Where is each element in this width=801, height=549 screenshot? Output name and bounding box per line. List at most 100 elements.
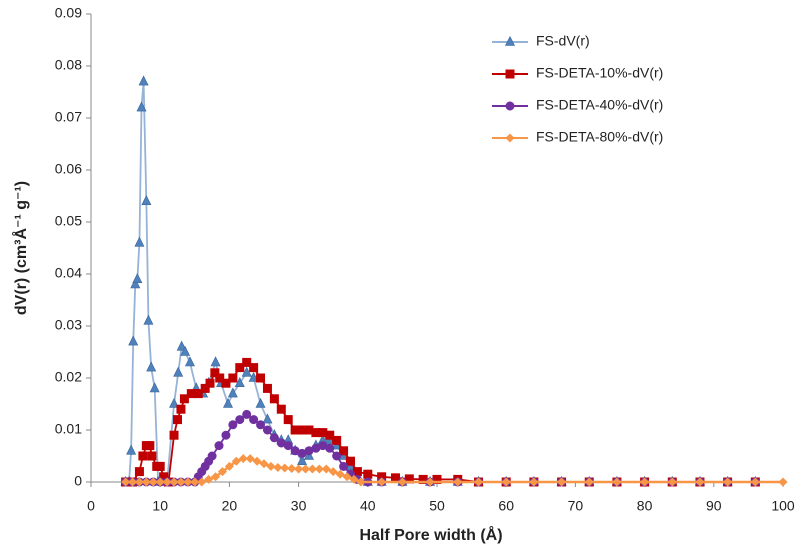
marker xyxy=(283,415,293,425)
marker xyxy=(128,477,138,487)
x-tick-label: 90 xyxy=(706,498,722,514)
marker xyxy=(231,456,241,466)
marker xyxy=(224,461,234,471)
marker xyxy=(143,314,154,325)
marker xyxy=(146,361,157,372)
marker xyxy=(242,409,252,419)
marker xyxy=(221,378,231,388)
marker xyxy=(241,366,252,377)
marker xyxy=(332,435,342,445)
marker xyxy=(339,446,349,456)
marker xyxy=(145,441,155,451)
x-tick-label: 80 xyxy=(637,498,653,514)
marker xyxy=(210,356,221,367)
marker xyxy=(136,101,147,112)
marker xyxy=(612,477,622,487)
marker xyxy=(180,345,191,356)
marker xyxy=(227,387,238,398)
marker xyxy=(210,368,220,378)
marker xyxy=(176,340,187,351)
marker xyxy=(276,438,286,448)
marker xyxy=(311,428,321,438)
marker xyxy=(235,415,245,425)
marker xyxy=(304,446,314,456)
marker xyxy=(169,397,180,408)
marker xyxy=(335,469,345,479)
marker xyxy=(173,366,184,377)
marker xyxy=(297,425,307,435)
marker xyxy=(217,467,227,477)
marker xyxy=(453,477,463,487)
marker xyxy=(342,472,352,482)
x-tick-label: 20 xyxy=(222,498,238,514)
marker xyxy=(332,451,342,461)
marker xyxy=(228,373,238,383)
marker xyxy=(193,389,203,399)
marker xyxy=(283,441,293,451)
x-tick-label: 10 xyxy=(152,498,168,514)
marker xyxy=(238,454,248,464)
marker xyxy=(186,389,196,399)
marker xyxy=(252,456,262,466)
marker xyxy=(314,464,324,474)
marker xyxy=(723,477,733,487)
marker xyxy=(356,477,366,487)
marker xyxy=(640,477,650,487)
marker xyxy=(501,477,511,487)
marker xyxy=(204,474,214,484)
marker xyxy=(173,415,182,425)
x-tick-label: 100 xyxy=(771,498,795,514)
legend-marker xyxy=(505,101,515,111)
marker xyxy=(311,443,321,453)
marker xyxy=(377,472,387,482)
marker xyxy=(256,420,266,430)
marker xyxy=(197,477,207,487)
marker xyxy=(130,278,141,289)
x-tick-label: 30 xyxy=(291,498,307,514)
marker xyxy=(318,428,328,438)
marker xyxy=(176,477,186,487)
marker xyxy=(346,456,355,466)
marker xyxy=(404,474,414,484)
marker xyxy=(148,477,158,487)
marker xyxy=(667,477,677,487)
marker xyxy=(184,356,195,367)
marker xyxy=(149,382,160,393)
x-axis-label: Half Pore width (Å) xyxy=(359,525,502,544)
marker xyxy=(207,451,217,461)
marker xyxy=(269,394,279,404)
marker xyxy=(262,413,273,424)
marker xyxy=(138,75,149,86)
marker xyxy=(159,472,169,482)
legend-marker xyxy=(505,69,515,79)
marker xyxy=(134,477,144,487)
marker xyxy=(179,394,189,404)
marker xyxy=(294,464,304,474)
marker xyxy=(259,459,269,469)
marker xyxy=(304,425,314,435)
y-tick-label: 0.05 xyxy=(55,213,82,229)
y-tick-label: 0.04 xyxy=(55,265,82,281)
marker xyxy=(214,441,224,451)
marker xyxy=(190,477,200,487)
marker xyxy=(390,473,400,483)
marker xyxy=(301,464,311,474)
marker xyxy=(325,430,335,440)
marker xyxy=(211,472,221,482)
marker xyxy=(750,477,760,487)
marker xyxy=(126,444,137,455)
marker xyxy=(287,463,297,473)
marker xyxy=(307,464,317,474)
marker xyxy=(290,425,300,435)
marker xyxy=(280,463,290,473)
marker xyxy=(377,477,387,487)
x-tick-label: 50 xyxy=(429,498,445,514)
x-tick-label: 0 xyxy=(87,498,95,514)
marker xyxy=(266,461,276,471)
y-tick-label: 0 xyxy=(74,473,82,489)
marker xyxy=(363,469,373,479)
marker xyxy=(529,477,539,487)
marker xyxy=(297,448,307,458)
marker xyxy=(162,477,172,487)
